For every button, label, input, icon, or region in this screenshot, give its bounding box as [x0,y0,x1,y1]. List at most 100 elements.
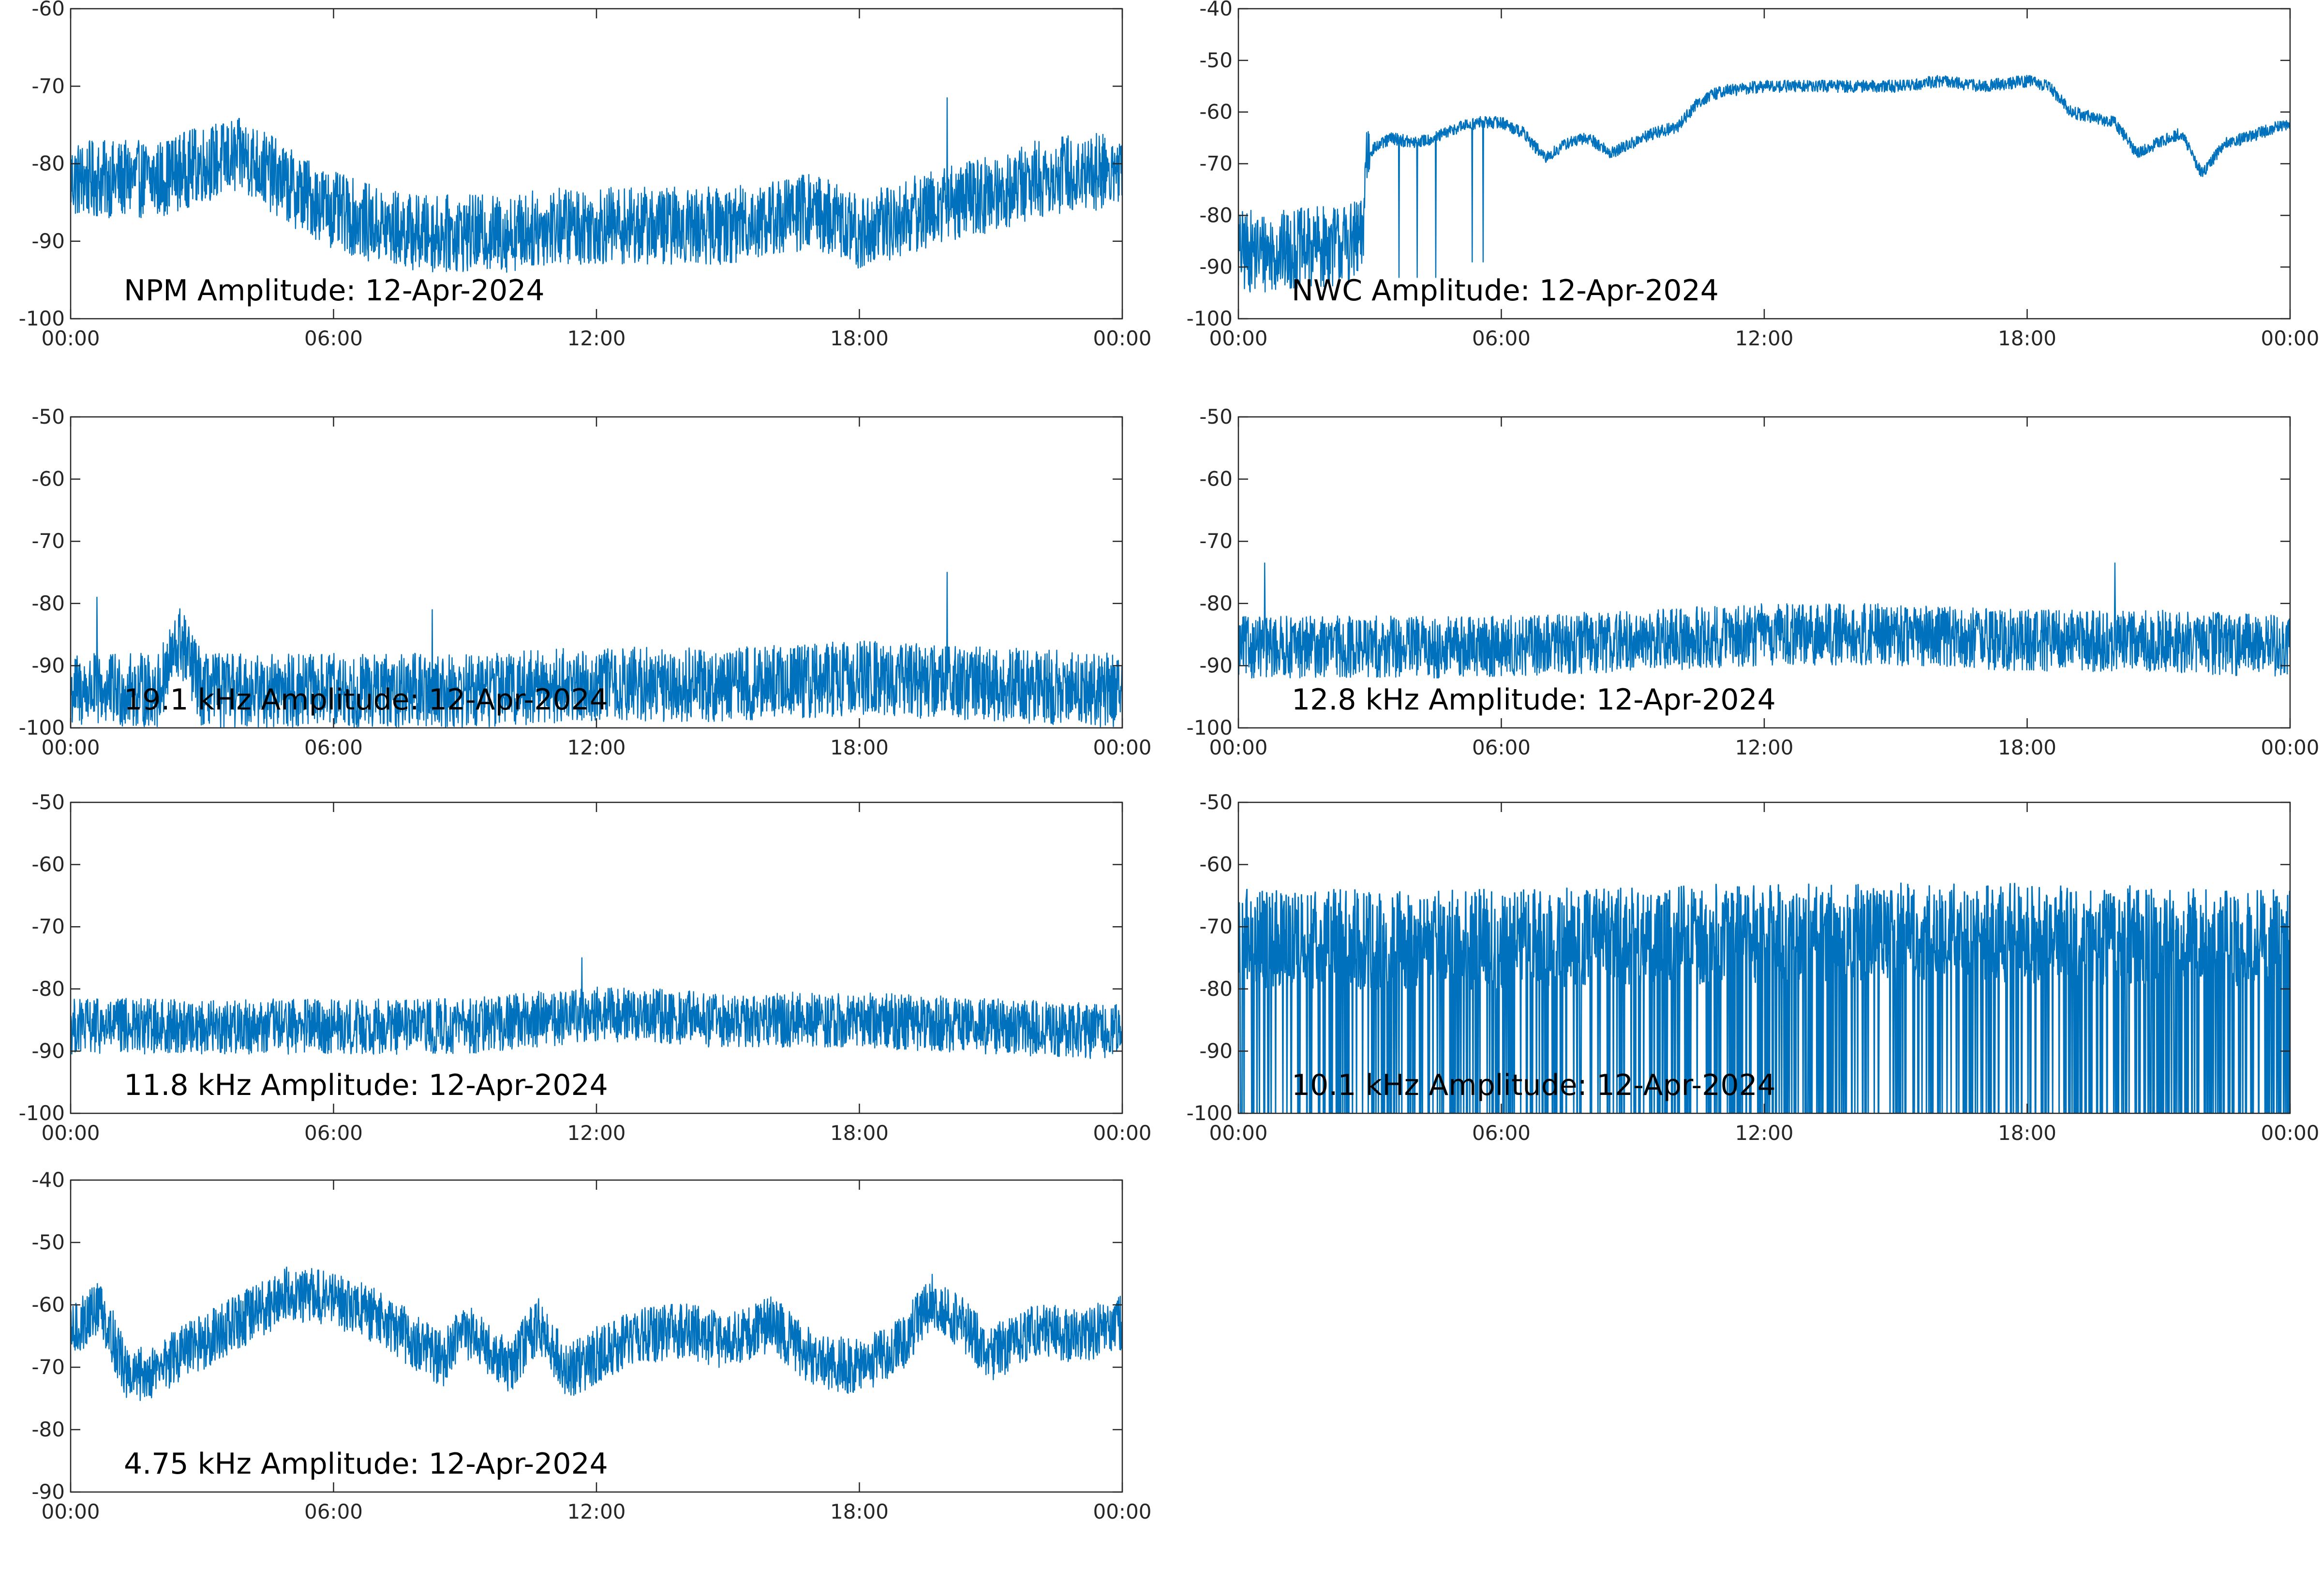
y-tick-label: -80 [1199,977,1233,1001]
series-line-12-8khz [1238,562,2290,679]
x-tick-label: 00:00 [1209,736,1267,759]
x-tick-label: 00:00 [1209,326,1267,350]
y-tick-label: -90 [31,653,65,677]
x-tick-label: 12:00 [567,326,625,350]
x-tick-label: 18:00 [1998,326,2056,350]
y-tick-label: -90 [31,229,65,253]
x-tick-label: 00:00 [1093,736,1151,759]
x-tick-label: 18:00 [1998,736,2056,759]
panel-title: 4.75 kHz Amplitude: 12-Apr-2024 [124,1447,608,1481]
y-tick-label: -70 [31,1355,65,1379]
x-tick-label: 06:00 [1472,326,1531,350]
y-tick-label: -80 [1199,591,1233,615]
y-tick-label: -100 [19,307,65,330]
y-tick-label: -90 [1199,653,1233,677]
y-tick-label: -80 [31,591,65,615]
y-tick-label: -50 [1199,405,1233,429]
y-tick-label: -50 [31,405,65,429]
x-tick-label: 06:00 [1472,1121,1531,1145]
x-tick-label: 06:00 [304,736,363,759]
y-tick-label: -90 [31,1480,65,1504]
y-tick-label: -50 [1199,48,1233,72]
x-tick-label: 12:00 [567,1500,625,1523]
y-tick-label: -60 [31,1293,65,1316]
x-tick-label: 00:00 [2261,736,2319,759]
x-tick-label: 00:00 [1093,1121,1151,1145]
y-tick-label: -90 [1199,1039,1233,1063]
y-tick-label: -50 [1199,790,1233,814]
x-tick-label: 00:00 [1093,1500,1151,1523]
y-tick-label: -60 [31,853,65,876]
x-tick-label: 00:00 [41,736,100,759]
y-tick-label: -100 [19,716,65,739]
x-tick-label: 12:00 [1735,326,1793,350]
x-tick-label: 18:00 [830,326,889,350]
x-tick-label: 06:00 [304,1500,363,1523]
x-tick-label: 00:00 [41,1500,100,1523]
panel-title: NPM Amplitude: 12-Apr-2024 [124,274,545,308]
x-tick-label: 12:00 [1735,1121,1793,1145]
x-tick-label: 00:00 [1209,1121,1267,1145]
series-line-19-1khz [71,572,1122,728]
y-tick-label: -100 [1187,307,1233,330]
x-tick-label: 12:00 [567,736,625,759]
x-tick-label: 00:00 [41,326,100,350]
y-tick-label: -100 [1187,1101,1233,1125]
y-tick-label: -70 [1199,915,1233,938]
series-line-4-75khz [71,1266,1122,1401]
panel-title: NWC Amplitude: 12-Apr-2024 [1292,274,1719,308]
x-tick-label: 18:00 [830,736,889,759]
series-line-11-8khz [71,957,1122,1059]
y-tick-label: -70 [1199,529,1233,553]
y-tick-label: -40 [1199,0,1233,20]
y-tick-label: -70 [31,74,65,98]
x-tick-label: 00:00 [1093,326,1151,350]
x-tick-label: 18:00 [830,1500,889,1523]
y-tick-label: -50 [31,1230,65,1254]
y-tick-label: -60 [1199,467,1233,491]
panel-title: 12.8 kHz Amplitude: 12-Apr-2024 [1292,683,1776,717]
y-tick-label: -70 [1199,152,1233,176]
y-tick-label: -50 [31,790,65,814]
series-line-nwc [1238,74,2290,293]
y-tick-label: -60 [31,467,65,491]
y-tick-label: -80 [31,1418,65,1441]
x-tick-label: 06:00 [304,326,363,350]
x-tick-label: 06:00 [304,1121,363,1145]
x-tick-label: 18:00 [830,1121,889,1145]
panel-title: 19.1 kHz Amplitude: 12-Apr-2024 [124,683,608,717]
y-tick-label: -80 [31,977,65,1001]
x-tick-label: 00:00 [2261,1121,2319,1145]
y-tick-label: -80 [1199,203,1233,227]
panel-title: 11.8 kHz Amplitude: 12-Apr-2024 [124,1068,608,1102]
y-tick-label: -60 [31,0,65,20]
series-line-10-1khz [1238,882,2290,1113]
y-tick-label: -80 [31,152,65,176]
x-tick-label: 12:00 [1735,736,1793,759]
x-tick-label: 12:00 [567,1121,625,1145]
y-tick-label: -70 [31,529,65,553]
x-tick-label: 06:00 [1472,736,1531,759]
y-tick-label: -40 [31,1168,65,1192]
series-line-npm [71,97,1122,273]
y-tick-label: -90 [1199,255,1233,279]
y-tick-label: -70 [31,915,65,938]
y-tick-label: -100 [19,1101,65,1125]
x-tick-label: 00:00 [41,1121,100,1145]
y-tick-label: -90 [31,1039,65,1063]
y-tick-label: -60 [1199,853,1233,876]
x-tick-label: 00:00 [2261,326,2319,350]
panel-title: 10.1 kHz Amplitude: 12-Apr-2024 [1292,1068,1776,1102]
x-tick-label: 18:00 [1998,1121,2056,1145]
y-tick-label: -60 [1199,100,1233,124]
